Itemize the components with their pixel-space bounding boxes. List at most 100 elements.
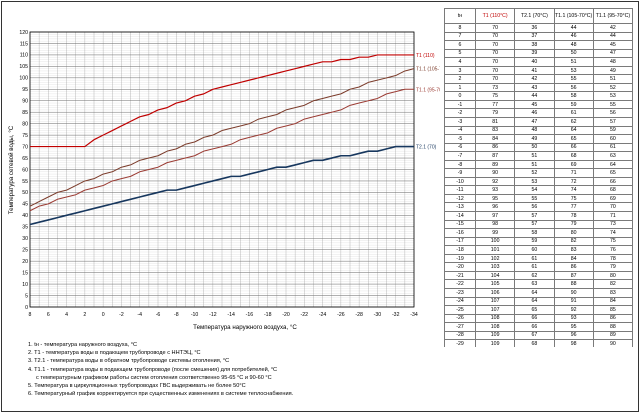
table-row: 2 70 42 55 51 <box>444 74 633 84</box>
table-cell: 86 <box>474 142 516 153</box>
table-cell: -11 <box>444 185 476 195</box>
table-row: -1 77 45 59 55 <box>444 99 633 110</box>
table-cell: 55 <box>592 99 633 110</box>
table-cell: 64 <box>514 287 555 298</box>
table-cell: 43 <box>514 82 555 93</box>
x-tick-label: -10 <box>191 312 199 318</box>
table-cell: 70 <box>474 57 516 67</box>
table-cell: 64 <box>514 296 555 307</box>
table-cell: 95 <box>474 193 516 204</box>
x-tick-label: 6 <box>47 312 50 318</box>
table-cell: 79 <box>474 108 516 118</box>
table-cell: -23 <box>444 287 476 298</box>
table-cell: -20 <box>444 262 476 272</box>
table-cell: 66 <box>514 322 555 332</box>
y-tick-label: 0 <box>25 305 28 311</box>
table-cell: 106 <box>474 287 516 298</box>
table-row: -17 100 59 82 75 <box>444 236 633 247</box>
series-label: T2.1 (70) <box>416 145 437 151</box>
note-item: с температурным графиком работы систем о… <box>36 374 272 381</box>
y-tick-label: 90 <box>22 99 28 105</box>
series-line-4 <box>29 145 414 226</box>
table-cell: 36 <box>514 23 555 33</box>
table-cell: 103 <box>474 262 516 272</box>
x-tick-label: -28 <box>355 312 363 318</box>
series-lines <box>29 54 415 226</box>
x-axis-ticks: 8 6 4 2 0 -2 -4 -6 -8 -10 -12 -14 -16 -18 -20 -22 -24 -26… <box>29 312 418 318</box>
series-line-3 <box>29 88 414 212</box>
y-tick-label: 50 <box>22 190 28 196</box>
table-cell: 66 <box>592 176 633 187</box>
header-t21: T2.1 (70°C) <box>514 8 555 24</box>
table-cell: 93 <box>474 185 516 195</box>
table-cell: 85 <box>592 305 633 315</box>
table-cell: -16 <box>444 228 476 238</box>
table-cell: 73 <box>592 219 633 230</box>
table-cell: 55 <box>553 74 594 84</box>
table-cell: 83 <box>553 245 594 255</box>
table-cell: 44 <box>514 91 555 101</box>
table-row: 6 70 38 48 45 <box>444 40 633 50</box>
table-cell: 97 <box>474 211 516 221</box>
table-cell: 73 <box>474 82 516 93</box>
table-cell: -12 <box>444 193 476 204</box>
table-cell: 51 <box>514 151 555 161</box>
table-cell: 78 <box>592 253 633 264</box>
table-cell: 70 <box>474 40 516 50</box>
x-tick-label: 8 <box>29 312 32 318</box>
y-tick-label: 105 <box>19 64 28 70</box>
table-row: -7 87 51 68 63 <box>444 151 633 161</box>
y-tick-label: 15 <box>22 270 28 276</box>
table-cell: 7 <box>444 31 476 42</box>
table-cell: 90 <box>592 339 633 347</box>
temperature-table-wrapper: tн T1 (110°C) T2.1 (70°C) T1.1 (105-70°C… <box>444 8 633 347</box>
x-tick-label: -6 <box>156 312 161 318</box>
series-line-2 <box>29 68 415 207</box>
table-cell: -26 <box>444 313 476 324</box>
table-cell: 65 <box>553 134 594 144</box>
temperature-chart: 0510152025303540455055606570758085909510… <box>8 30 440 331</box>
table-cell: 109 <box>474 330 516 341</box>
table-cell: 44 <box>592 31 633 42</box>
table-cell: -24 <box>444 296 476 307</box>
table-cell: -13 <box>444 202 476 213</box>
table-row: 1 73 43 56 52 <box>444 82 633 93</box>
table-cell: 91 <box>553 296 594 307</box>
table-cell: 101 <box>474 245 516 255</box>
table-cell: 48 <box>553 40 594 50</box>
table-cell: 92 <box>474 176 516 187</box>
table-row: -10 92 53 72 66 <box>444 176 633 187</box>
table-cell: 0 <box>444 91 476 101</box>
x-tick-label: -30 <box>374 312 382 318</box>
y-tick-label: 95 <box>22 87 28 93</box>
table-cell: 86 <box>592 313 633 324</box>
table-row: -11 93 54 74 68 <box>444 185 633 195</box>
x-tick-label: -4 <box>137 312 142 318</box>
table-body: 8 70 36 44 42 7 70 37 46 44 6 70 38 48 45 5 70 39 50 47 4 70 4… <box>444 23 633 347</box>
table-row: -27 108 66 95 88 <box>444 322 633 332</box>
y-tick-label: 85 <box>22 110 28 116</box>
y-tick-label: 55 <box>22 179 28 185</box>
table-cell: 82 <box>592 279 633 289</box>
table-cell: 76 <box>592 245 633 255</box>
table-cell: 4 <box>444 57 476 67</box>
table-cell: 50 <box>514 142 555 153</box>
table-cell: 108 <box>474 322 516 332</box>
series-line-1 <box>30 54 414 148</box>
table-cell: 104 <box>474 270 516 281</box>
table-row: -29 109 68 98 90 <box>444 339 633 347</box>
y-tick-label: 100 <box>19 76 28 82</box>
table-cell: -3 <box>444 117 476 127</box>
table-cell: 68 <box>514 339 555 347</box>
table-cell: 84 <box>592 296 633 307</box>
x-tick-label: 0 <box>102 312 105 318</box>
table-cell: 75 <box>553 193 594 204</box>
table-cell: 105 <box>474 279 516 289</box>
y-tick-label: 110 <box>20 53 28 59</box>
table-cell: 77 <box>474 99 516 110</box>
table-cell: 56 <box>553 82 594 93</box>
table-row: -9 90 52 71 65 <box>444 168 633 178</box>
table-cell: 68 <box>592 185 633 195</box>
table-row: 0 75 44 58 53 <box>444 91 633 101</box>
